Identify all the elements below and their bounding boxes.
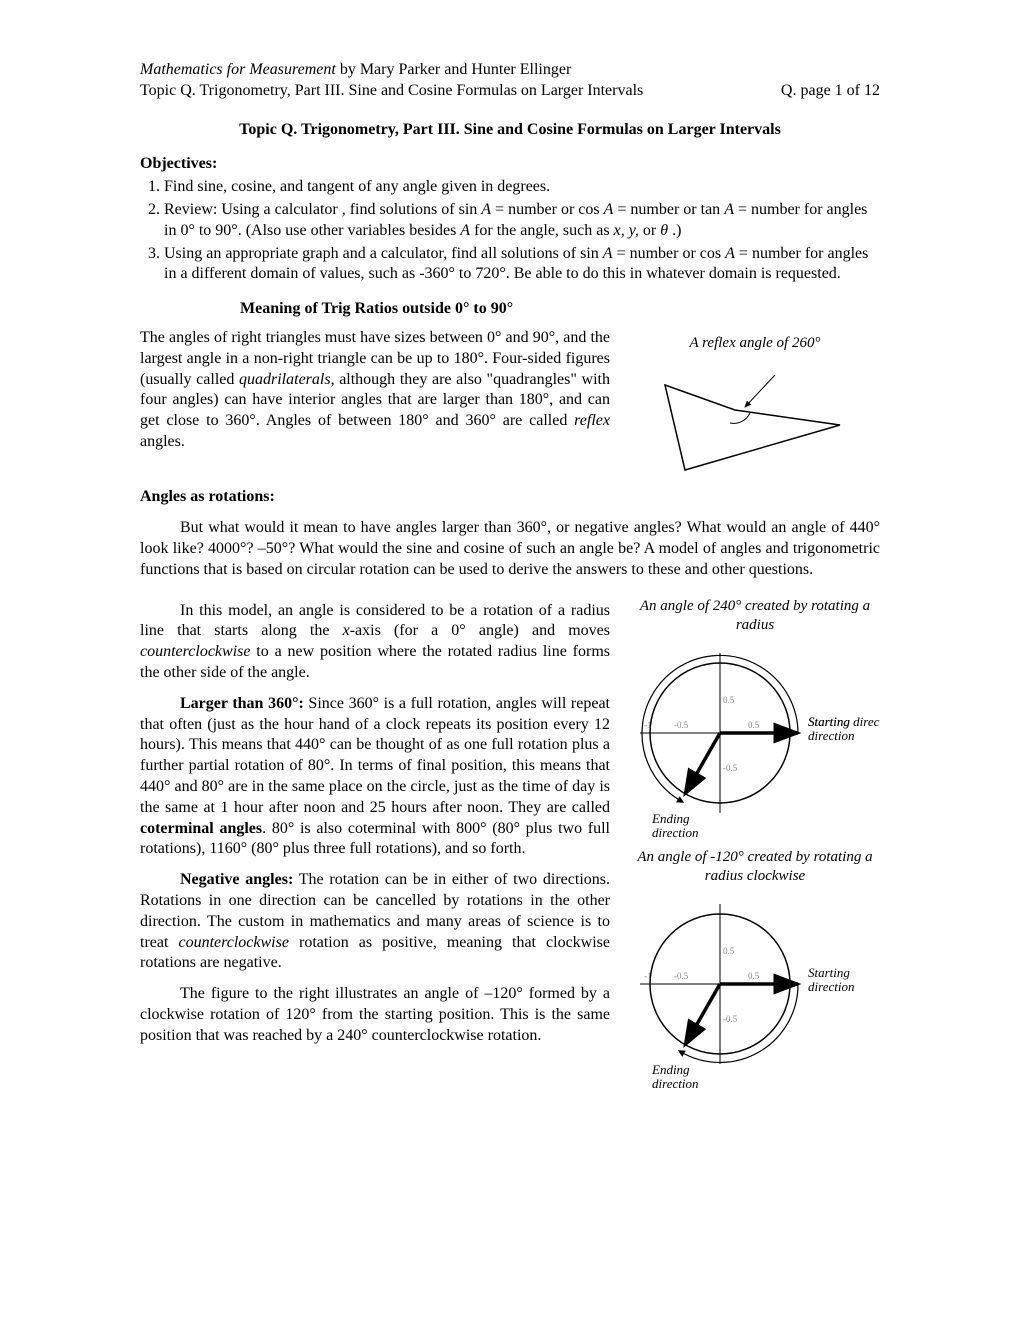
section-meaning: The angles of right triangles must have …	[140, 328, 880, 476]
objective-item: Find sine, cosine, and tangent of any an…	[164, 177, 880, 198]
figure-1-caption: A reflex angle of 260°	[630, 334, 880, 354]
heading-rotations: Angles as rotations:	[140, 487, 880, 508]
page-title: Topic Q. Trigonometry, Part III. Sine an…	[140, 120, 880, 141]
page-label: Q. page 1 of 12	[781, 81, 880, 102]
svg-text:0.5: 0.5	[723, 695, 735, 705]
figure-2-caption: An angle of 240° created by rotating a r…	[630, 597, 880, 636]
header: Mathematics for Measurement by Mary Park…	[140, 60, 880, 102]
reflex-angle-figure	[655, 355, 855, 475]
svg-text:-0.5: -0.5	[674, 971, 689, 981]
objectives-list: Find sine, cosine, and tangent of any an…	[164, 177, 880, 285]
objectives-heading: Objectives:	[140, 154, 880, 175]
svg-text:Ending direction: Ending direction	[651, 1062, 698, 1089]
svg-text:-1: -1	[644, 720, 652, 730]
svg-text:Starting direction: Starting direction	[808, 714, 854, 743]
topic-line: Topic Q. Trigonometry, Part III. Sine an…	[140, 81, 643, 102]
book-title: Mathematics for Measurement	[140, 61, 336, 78]
svg-text:0.5: 0.5	[723, 946, 735, 956]
para-rotations-intro: But what would it mean to have angles la…	[140, 518, 880, 580]
objective-item: Review: Using a calculator , find soluti…	[164, 200, 880, 242]
svg-text:-0.5: -0.5	[674, 720, 689, 730]
svg-text:-0.5: -0.5	[723, 763, 738, 773]
figure-3-caption: An angle of -120° created by rotating a …	[630, 848, 880, 887]
svg-text:-0.5: -0.5	[723, 1014, 738, 1024]
angle-neg120-figure: 0.5 -0.5 0.5 -0.5 -1 Starting direction …	[630, 889, 880, 1089]
sub-heading-1: Meaning of Trig Ratios outside 0° to 90°	[240, 299, 880, 320]
angle-240-figure: 0.5 -0.5 0.5 -0.5 -1 Starting direction …	[630, 638, 880, 838]
svg-text:Ending direction: Ending direction	[651, 811, 698, 838]
svg-text:0.5: 0.5	[748, 720, 760, 730]
authors: by Mary Parker and Hunter Ellinger	[336, 61, 571, 78]
svg-text:0.5: 0.5	[748, 971, 760, 981]
objective-item: Using an appropriate graph and a calcula…	[164, 244, 880, 286]
svg-text:-1: -1	[644, 971, 652, 981]
svg-text:Starting direction: Starting direction	[808, 965, 854, 994]
section-circles: In this model, an angle is considered to…	[140, 591, 880, 1089]
